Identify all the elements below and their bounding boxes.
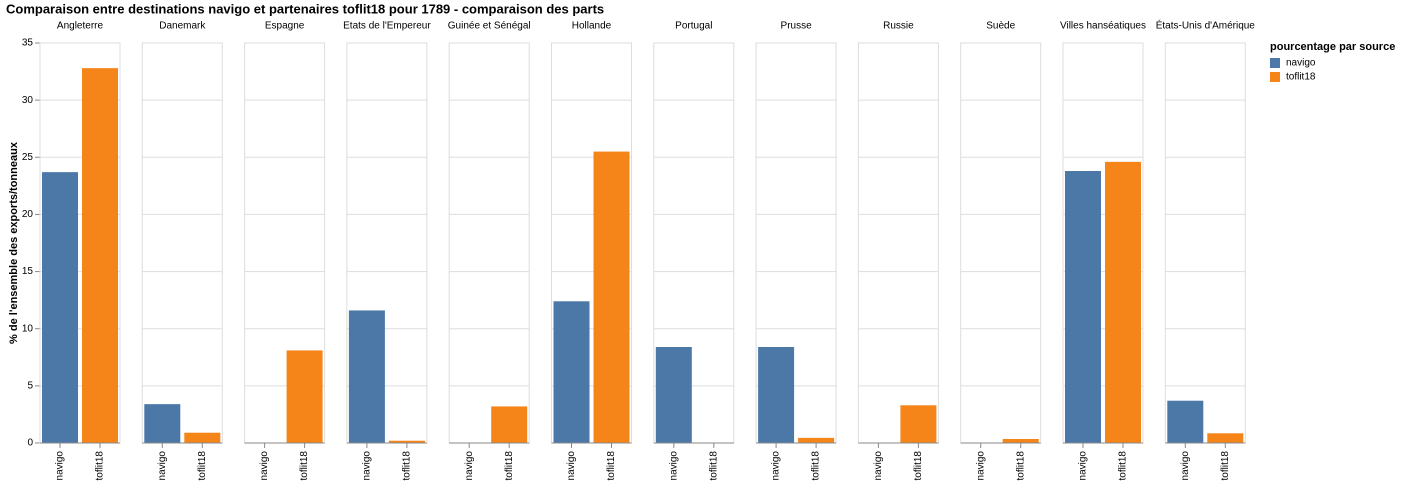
bar (1002, 439, 1039, 443)
bar (798, 437, 835, 443)
bar (82, 68, 118, 444)
facet-header: Portugal (675, 21, 712, 32)
panel (960, 42, 1042, 444)
x-tick-label: navigo (55, 451, 66, 481)
x-tick-label: toflit18 (811, 451, 822, 481)
x-tick-label: navigo (259, 451, 270, 481)
x-tick-label: toflit18 (402, 451, 413, 481)
x-tick-label: navigo (157, 451, 168, 481)
y-tick-label: 35 (22, 38, 34, 49)
x-tick-label: toflit18 (708, 451, 719, 481)
bar (184, 432, 221, 443)
bar (655, 347, 692, 443)
y-tick-label: 25 (22, 152, 34, 163)
facet-header: Prusse (781, 21, 813, 32)
x-tick-label: navigo (873, 451, 884, 481)
bar (388, 440, 425, 443)
bar (42, 172, 78, 443)
bar (1167, 400, 1204, 443)
x-tick-label: navigo (566, 451, 577, 481)
bar (348, 310, 385, 443)
legend-label: navigo (1286, 58, 1316, 69)
facet-header: Villes hanséatiques (1060, 21, 1146, 32)
y-tick-label: 20 (22, 209, 34, 220)
y-tick-label: 5 (27, 380, 33, 391)
x-tick-label: navigo (362, 451, 373, 481)
x-tick-label: navigo (668, 451, 679, 481)
chart-title: Comparaison entre destinations navigo et… (6, 1, 604, 16)
x-tick-label: navigo (1180, 451, 1191, 481)
x-tick-label: navigo (771, 451, 782, 481)
x-tick-label: navigo (975, 451, 986, 481)
y-tick-label: 0 (27, 438, 33, 449)
bar (1065, 171, 1101, 443)
facet-header: États-Unis d'Amérique (1156, 19, 1256, 32)
x-tick-label: toflit18 (1220, 451, 1231, 481)
y-tick-label: 30 (22, 95, 34, 106)
x-tick-label: toflit18 (1118, 451, 1129, 481)
facet-header: Etats de l'Empereur (343, 21, 431, 32)
facet-header: Guinée et Sénégal (448, 21, 531, 32)
y-tick-label: 10 (22, 323, 34, 334)
x-tick-label: toflit18 (1015, 451, 1026, 481)
bar (553, 301, 590, 443)
panel (857, 42, 939, 444)
y-tick-label: 15 (22, 266, 34, 277)
facet-header: Russie (883, 21, 914, 32)
x-tick-label: toflit18 (299, 451, 310, 481)
x-tick-label: toflit18 (606, 451, 617, 481)
legend-label: toflit18 (1286, 72, 1316, 83)
bar (286, 350, 323, 443)
legend-swatch (1270, 58, 1280, 68)
facet-header: Danemark (159, 21, 206, 32)
x-tick-label: navigo (1078, 451, 1089, 481)
y-axis-title: % de l'ensemble des exports/tonneaux (8, 141, 20, 344)
panel (141, 42, 223, 444)
bar (758, 347, 795, 443)
bar (1207, 433, 1244, 443)
bar (593, 151, 630, 444)
bar (144, 404, 181, 443)
facet-header: Espagne (265, 21, 305, 32)
bar (491, 406, 528, 443)
legend-swatch (1270, 72, 1280, 82)
x-tick-label: toflit18 (197, 451, 208, 481)
x-tick-label: toflit18 (504, 451, 515, 481)
bar (1105, 161, 1141, 443)
facet-header: Angleterre (57, 21, 104, 32)
x-tick-label: toflit18 (95, 451, 106, 481)
x-tick-label: toflit18 (913, 451, 924, 481)
facet-header: Suède (986, 21, 1015, 32)
facet-header: Hollande (572, 21, 612, 32)
x-tick-label: navigo (464, 451, 475, 481)
panel (1164, 42, 1246, 444)
legend-title: pourcentage par source (1270, 41, 1395, 53)
panel (448, 42, 530, 444)
bar (900, 405, 937, 443)
